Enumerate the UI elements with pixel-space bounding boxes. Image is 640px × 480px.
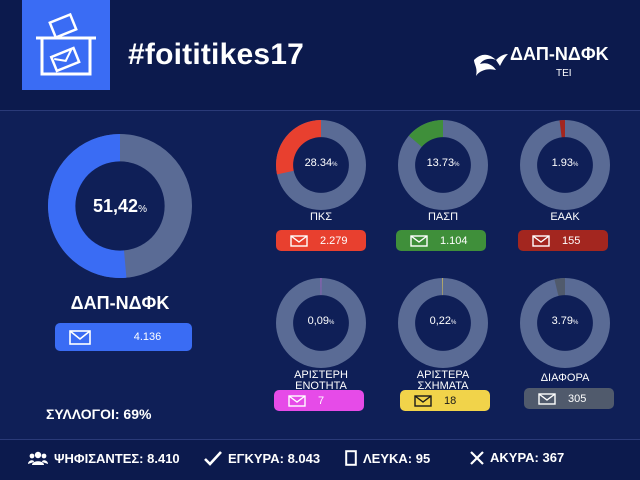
percent-sign-pasp: % [454, 162, 460, 168]
donut-aristeri-enotita: 0,09% [276, 278, 366, 368]
percent-pks: 28.34% [276, 157, 366, 169]
percent-sign-aristeri-enotita: % [329, 320, 335, 326]
main-donut-chart [47, 134, 192, 278]
votes-pasp: 1.104 [440, 234, 468, 247]
percent-sign-diafora: % [573, 320, 579, 326]
envelope-icon [69, 329, 91, 345]
envelope-icon [288, 394, 306, 407]
stat-valid: ΕΓΚΥΡΑ: 8.043 [204, 450, 320, 466]
envelope-icon [538, 392, 556, 405]
percent-eaak: 1.93% [520, 157, 610, 169]
footer-stats: ΨΗΦΙΣΑΝΤΕΣ: 8.410 ΕΓΚΥΡΑ: 8.043 ΛΕΥΚΑ: 9… [0, 440, 640, 480]
party-name-line2: ΕΝΟΤΗΤΑ [295, 380, 347, 392]
donut-chart-pasp [398, 120, 488, 210]
party-donut-5-hole [537, 295, 593, 351]
main-percent-sign: % [138, 204, 147, 215]
main-donut-hole [75, 161, 165, 251]
people-icon [28, 451, 48, 465]
valid-label: ΕΓΚΥΡΑ: 8.043 [228, 450, 321, 466]
votes-pks: 2.279 [320, 234, 348, 247]
stat-blank: ΛΕΥΚΑ: 95 [345, 450, 430, 466]
party-name-line1: ΑΡΙΣΤΕΡΗ [294, 369, 348, 381]
party-donut-1-hole [415, 137, 471, 193]
donut-diafora: 3.79% [520, 278, 610, 368]
brand-logo: ΔΑΠ-ΝΔΦΚ ΤΕΙ [470, 38, 620, 88]
votes-pill-eaak: 155 [518, 230, 608, 251]
votes-pill-aristera-schimata: 18 [400, 390, 490, 411]
donut-chart-pks [276, 120, 366, 210]
voters-label: ΨΗΦΙΣΑΝΤΕΣ: 8.410 [54, 450, 180, 466]
donut-chart-diafora [520, 278, 610, 368]
votes-pill-diafora: 305 [524, 388, 614, 409]
envelope-icon [290, 234, 308, 247]
main-donut: 51,42% [47, 134, 192, 278]
percent-value-eaak: 1.93 [551, 157, 574, 169]
votes-pill-aristeri-enotita: 7 [274, 390, 364, 411]
donut-pasp: 13.73% [398, 120, 488, 210]
ballot-box-logo [22, 0, 110, 90]
main-party-name: ΔΑΠ-ΝΔΦΚ [70, 293, 170, 313]
donut-pks: 28.34% [276, 120, 366, 210]
blank-square-icon [345, 450, 357, 466]
votes-eaak: 155 [562, 234, 581, 247]
syllogoi-stat: ΣΥΛΛΟΓΟΙ: 69% [46, 406, 152, 422]
party-name-pks: ΠΚΣ [309, 211, 333, 223]
stat-invalid: ΑΚΥΡΑ: 367 [470, 450, 564, 465]
hashtag-title: #foititikes17 [128, 38, 305, 71]
party-name-line1: ΑΡΙΣΤΕΡΑ [416, 369, 470, 381]
percent-value-diafora: 3.79 [551, 315, 574, 327]
donut-chart-eaak [520, 120, 610, 210]
envelope-icon [414, 394, 432, 407]
donut-chart-aristeri-enotita [276, 278, 366, 368]
bird-icon [474, 54, 508, 76]
party-name-diafora: ΔΙΑΦΟΡΑ [540, 372, 590, 384]
votes-pill-pasp: 1.104 [396, 230, 486, 251]
percent-diafora: 3.79% [520, 315, 610, 327]
party-name-aristeri-enotita: ΑΡΙΣΤΕΡΗ ΕΝΟΤΗΤΑ [261, 370, 381, 392]
donut-aristera-schimata: 0,22% [398, 278, 488, 368]
percent-value-aristeri-enotita: 0,09 [307, 315, 330, 327]
party-name-pasp: ΠΑΣΠ [427, 211, 459, 223]
votes-aristeri-enotita: 7 [318, 394, 325, 407]
donut-chart-aristera-schimata [398, 278, 488, 368]
percent-aristera-schimata: 0,22% [398, 315, 488, 327]
footer-divider [0, 439, 640, 440]
party-name-aristera-schimata: ΑΡΙΣΤΕΡΑ ΣΧΗΜΑΤΑ [383, 370, 503, 392]
header-bar: #foititikes17 ΔΑΠ-ΝΔΦΚ ΤΕΙ [0, 0, 640, 110]
main-percent-value: 51,42 [93, 196, 139, 216]
votes-diafora: 305 [568, 392, 587, 405]
percent-value-pks: 28.34 [304, 157, 333, 169]
invalid-label: ΑΚΥΡΑ: 367 [490, 450, 565, 465]
check-icon [204, 451, 222, 466]
party-donut-0-hole [293, 137, 349, 193]
percent-sign-eaak: % [573, 162, 579, 168]
brand-name: ΔΑΠ-ΝΔΦΚ [510, 44, 609, 64]
blank-label: ΛΕΥΚΑ: 95 [363, 450, 431, 466]
main-percent: 51,42% [48, 196, 192, 217]
party-name-eaak: ΕΑΑΚ [550, 211, 580, 223]
party-name-line2: ΣΧΗΜΑΤΑ [417, 380, 469, 392]
percent-sign-aristera-schimata: % [451, 320, 457, 326]
brand-subtitle: ΤΕΙ [556, 68, 572, 79]
main-votes-pill: 4.136 [55, 323, 192, 351]
percent-pasp: 13.73% [398, 157, 488, 169]
envelope-icon [532, 234, 550, 247]
party-donut-4-hole [415, 295, 471, 351]
envelope-icon [410, 234, 428, 247]
ballot-box-icon [36, 12, 96, 76]
percent-sign-pks: % [332, 162, 338, 168]
main-votes: 4.136 [133, 331, 162, 343]
x-icon [470, 450, 484, 465]
percent-value-aristera-schimata: 0,22 [429, 315, 452, 327]
votes-pill-pks: 2.279 [276, 230, 366, 251]
header-divider [0, 110, 640, 111]
party-donut-3-hole [293, 295, 349, 351]
stat-voters: ΨΗΦΙΣΑΝΤΕΣ: 8.410 [28, 450, 180, 466]
party-donut-2-hole [537, 137, 593, 193]
votes-aristera-schimata: 18 [444, 394, 457, 407]
donut-eaak: 1.93% [520, 120, 610, 210]
percent-aristeri-enotita: 0,09% [276, 315, 366, 327]
percent-value-pasp: 13.73 [426, 157, 455, 169]
